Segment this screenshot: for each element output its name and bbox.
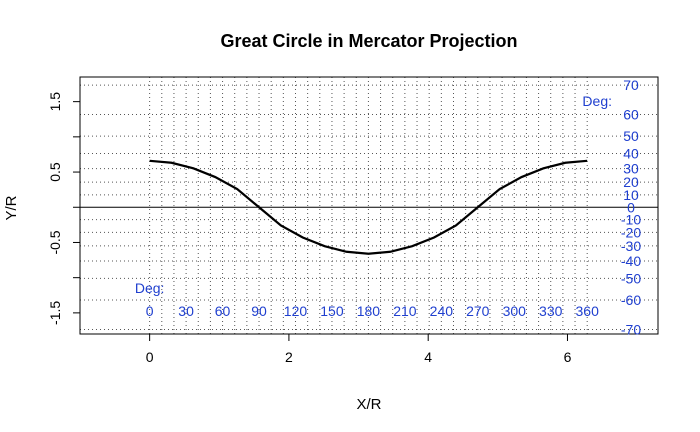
longitude-degree-labels: Deg: 0 30 60 90 120 150 180 210 240 270 300 330 360 bbox=[135, 280, 599, 319]
longitude-degree-label: 270 bbox=[466, 303, 490, 319]
x-tick-label: 0 bbox=[146, 349, 154, 365]
x-tick-label: 6 bbox=[564, 349, 572, 365]
x-axis-label: X/R bbox=[356, 396, 381, 413]
longitude-degree-label: 180 bbox=[357, 303, 381, 319]
x-axis: 0 2 4 6 bbox=[146, 333, 572, 365]
longitude-degree-label: 360 bbox=[576, 303, 600, 319]
longitude-degree-label: 150 bbox=[320, 303, 344, 319]
y-tick-label: -1.5 bbox=[47, 301, 63, 325]
great-circle-line bbox=[149, 159, 588, 255]
latitude-degree-label: 20 bbox=[623, 174, 639, 190]
latitude-degree-label: -30 bbox=[621, 238, 641, 254]
longitude-degree-label: 210 bbox=[393, 303, 417, 319]
latitude-degree-label: 0 bbox=[627, 199, 635, 215]
x-tick-label: 4 bbox=[424, 349, 432, 365]
chart-title: Great Circle in Mercator Projection bbox=[220, 31, 517, 51]
longitude-degree-label: 240 bbox=[430, 303, 454, 319]
longitude-degree-label: 300 bbox=[503, 303, 527, 319]
latitude-degree-label: -20 bbox=[621, 224, 641, 240]
longitude-degree-label: 60 bbox=[215, 303, 231, 319]
latitude-degree-label: -70 bbox=[621, 321, 641, 337]
x-tick-label: 2 bbox=[285, 349, 293, 365]
longitude-degree-label: 330 bbox=[539, 303, 563, 319]
latitude-degree-label: -60 bbox=[621, 292, 641, 308]
y-axis: -1.5 -0.5 0.5 1.5 bbox=[47, 92, 81, 325]
longitude-degree-label: 120 bbox=[284, 303, 308, 319]
longitude-axis-title: Deg: bbox=[135, 280, 165, 296]
latitude-degree-label: -10 bbox=[621, 212, 641, 228]
y-tick-label: -0.5 bbox=[47, 230, 63, 254]
latitude-degree-label: 60 bbox=[623, 107, 639, 123]
latitude-degree-label: 10 bbox=[623, 187, 639, 203]
plot-frame bbox=[79, 76, 659, 335]
latitude-axis-title: Deg: bbox=[582, 93, 612, 109]
y-axis-label: Y/R bbox=[3, 195, 20, 220]
latitude-degree-label: 30 bbox=[623, 161, 639, 177]
longitude-degree-label: 90 bbox=[251, 303, 267, 319]
grid bbox=[80, 77, 658, 334]
latitude-degree-label: 50 bbox=[623, 128, 639, 144]
latitude-degree-label: 40 bbox=[623, 146, 639, 162]
latitude-degree-label: -40 bbox=[621, 253, 641, 269]
longitude-degree-label: 30 bbox=[178, 303, 194, 319]
latitude-degree-label: 70 bbox=[623, 77, 639, 93]
y-tick-label: 1.5 bbox=[47, 92, 63, 112]
latitude-degree-label: -50 bbox=[621, 270, 641, 286]
y-tick-label: 0.5 bbox=[47, 162, 63, 182]
longitude-degree-label: 0 bbox=[146, 303, 154, 319]
